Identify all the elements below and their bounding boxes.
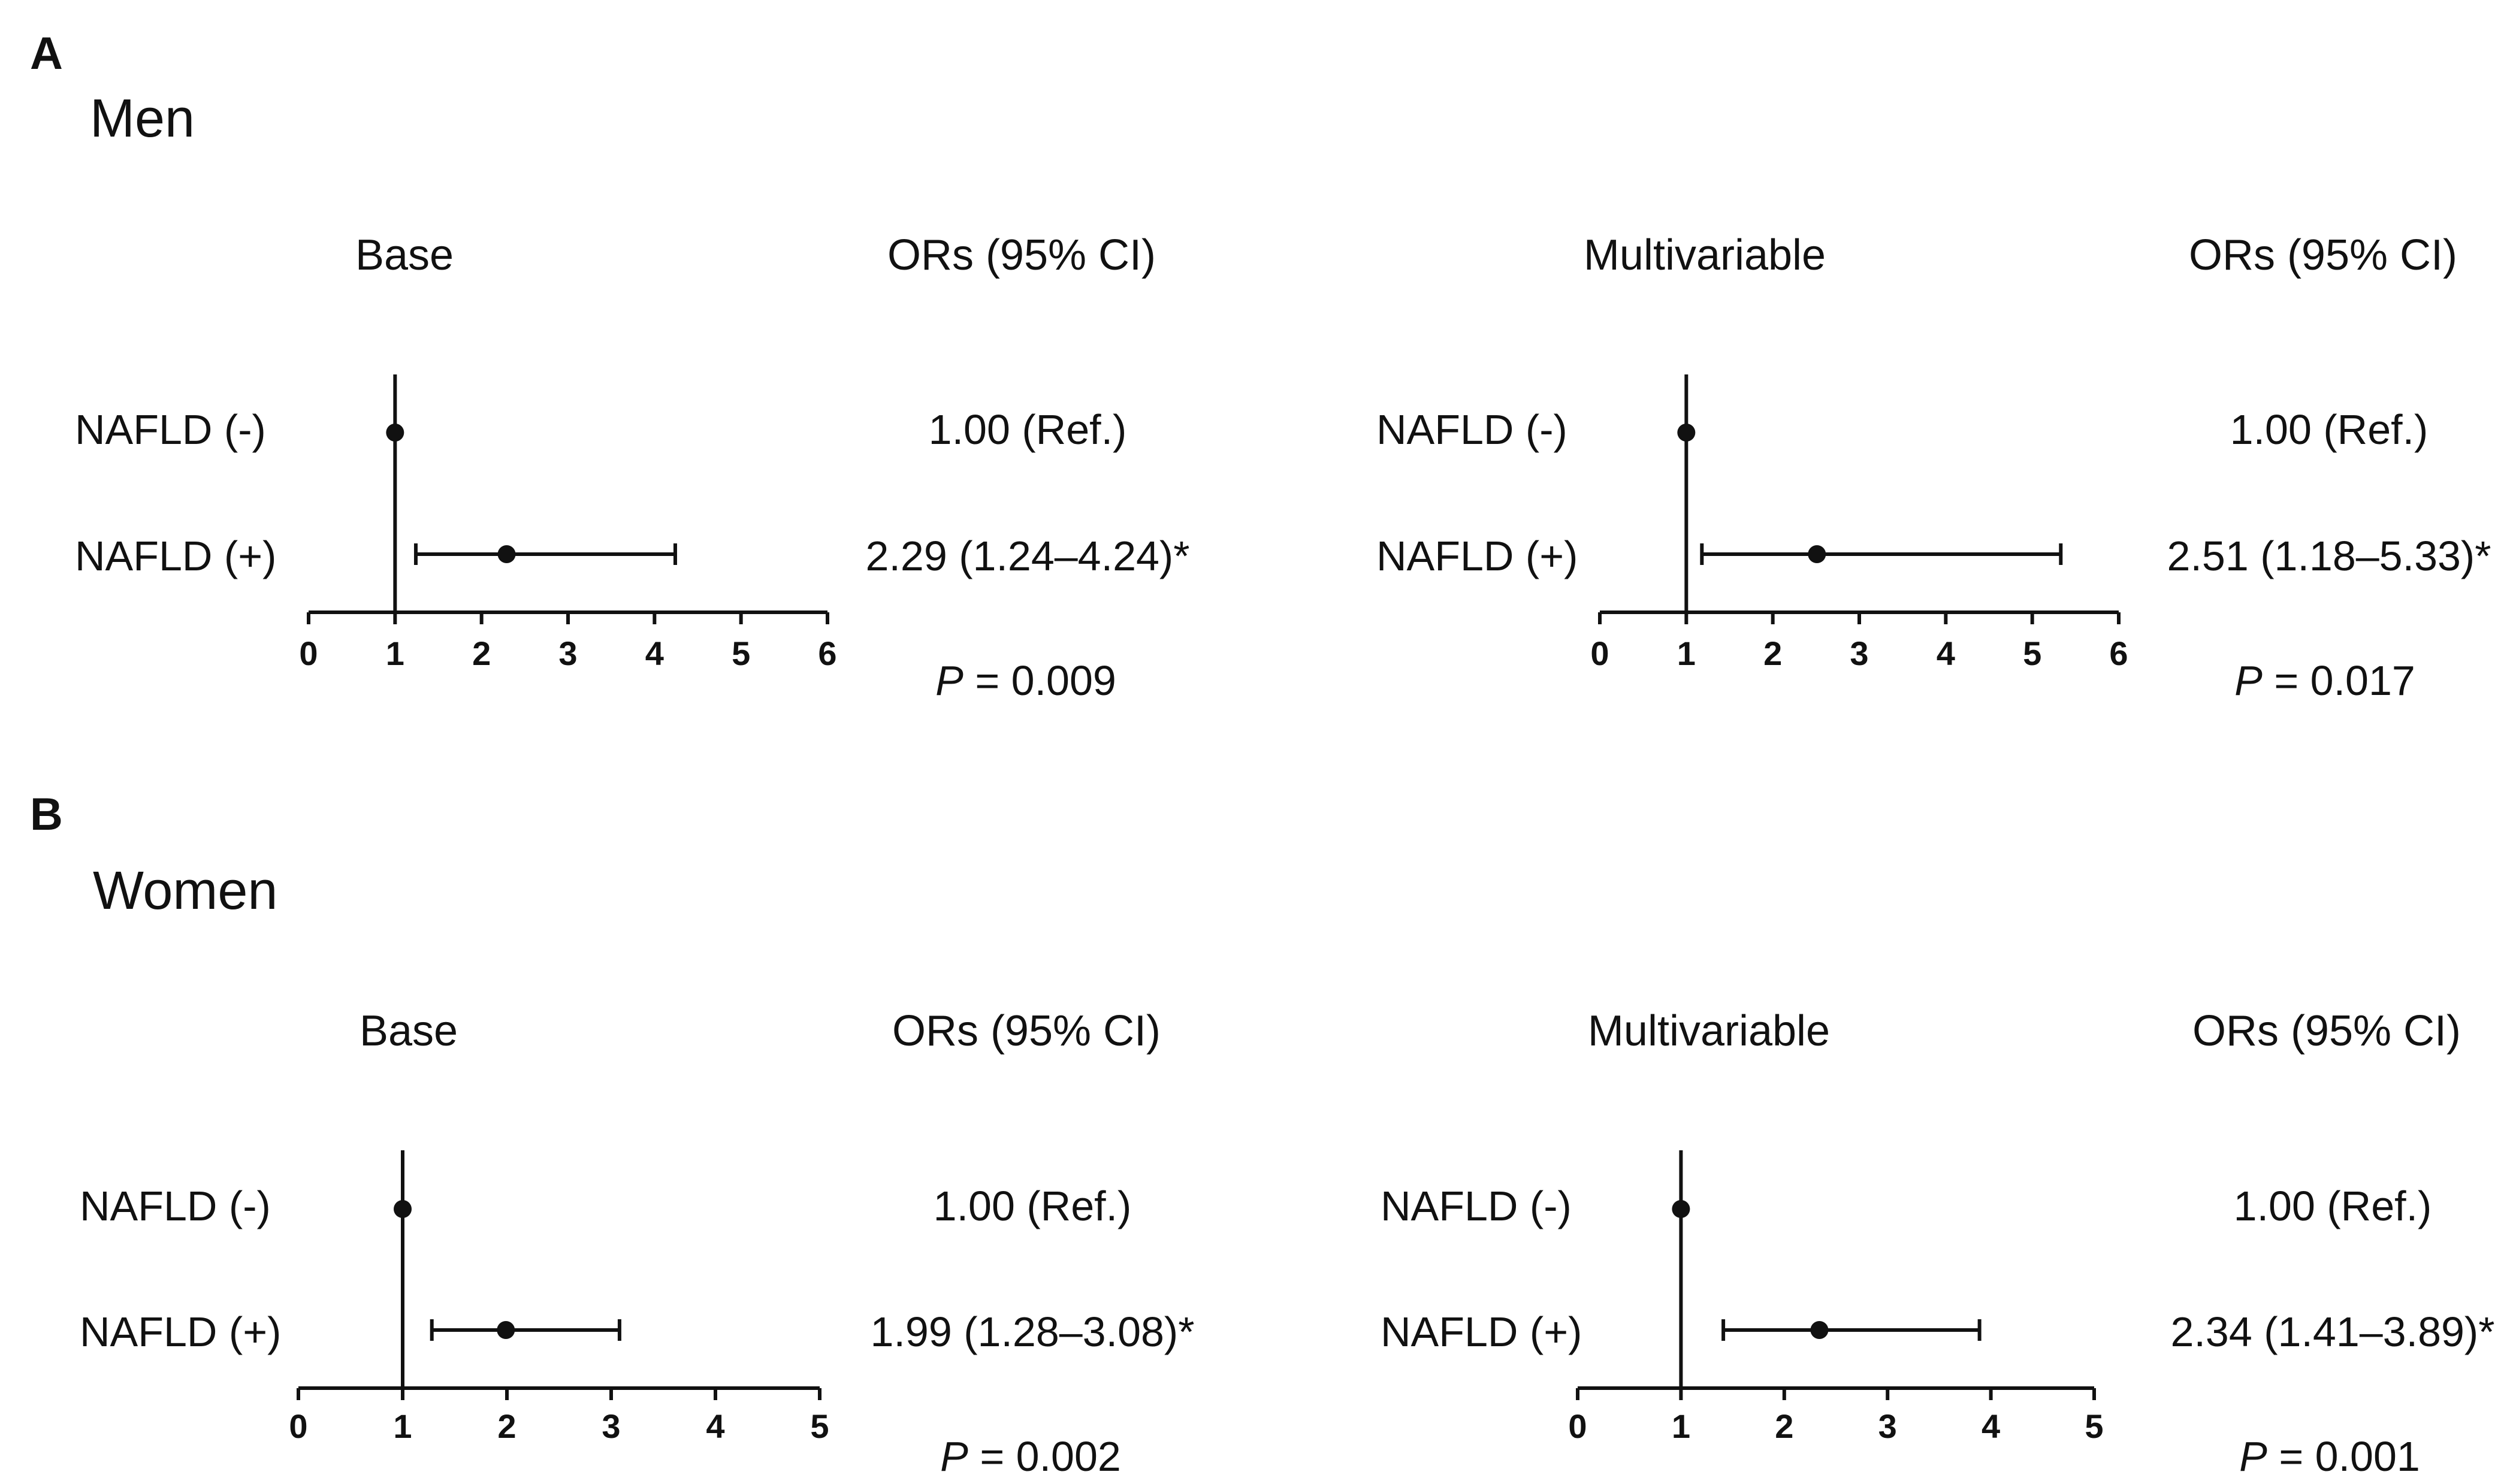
model-header: Base <box>355 231 454 279</box>
x-tick-label: 6 <box>2109 634 2128 672</box>
model-header: Multivariable <box>1588 1007 1830 1055</box>
or-column-header: ORs (95% CI) <box>2192 1007 2461 1055</box>
p-value: P = 0.009 <box>935 657 1116 704</box>
x-tick-label: 0 <box>1568 1407 1587 1445</box>
or-point <box>497 1321 515 1339</box>
or-point <box>497 545 516 563</box>
or-value-nafld-neg: 1.00 (Ref.) <box>2234 1183 2432 1229</box>
model-header: Base <box>360 1007 458 1055</box>
x-tick-label: 6 <box>818 634 836 672</box>
forest-plot-area: 0 1 2 3 4 5 <box>289 1150 829 1445</box>
x-tick-label: 2 <box>497 1407 516 1445</box>
panel-b: B Women Base ORs (95% CI) NAFLD (-) NAFL… <box>30 789 2494 1480</box>
or-value-nafld-neg: 1.00 (Ref.) <box>934 1183 1132 1229</box>
row-label-nafld-pos: NAFLD (+) <box>80 1308 281 1355</box>
or-point <box>1677 424 1696 442</box>
row-label-nafld-pos: NAFLD (+) <box>1381 1308 1582 1355</box>
model-header: Multivariable <box>1584 231 1826 279</box>
forest-plot-area: 0 1 2 3 4 5 6 <box>299 374 837 672</box>
panel-title-women: Women <box>93 861 277 921</box>
p-value: P = 0.017 <box>2234 657 2415 704</box>
or-value-nafld-neg: 1.00 (Ref.) <box>2230 406 2429 453</box>
x-tick-label: 5 <box>732 634 750 672</box>
panel-title-men: Men <box>90 89 195 149</box>
x-tick-label: 2 <box>1775 1407 1793 1445</box>
forest-plot-area: 0 1 2 3 4 5 6 <box>1590 374 2128 672</box>
row-label-nafld-pos: NAFLD (+) <box>75 533 276 579</box>
x-tick-label: 0 <box>289 1407 307 1445</box>
x-tick-label: 3 <box>602 1407 620 1445</box>
or-value-nafld-pos: 2.29 (1.24–4.24)* <box>866 533 1190 579</box>
or-value-nafld-neg: 1.00 (Ref.) <box>929 406 1127 453</box>
panel-a: A Men Base ORs (95% CI) NAFLD (-) NAFLD … <box>30 28 2491 704</box>
panel-letter-b: B <box>30 789 63 840</box>
or-column-header: ORs (95% CI) <box>892 1007 1161 1055</box>
p-value: P = 0.002 <box>940 1433 1121 1480</box>
x-tick-label: 4 <box>1937 634 1955 672</box>
or-point <box>1808 545 1826 563</box>
plot-women-multivariable: Multivariable ORs (95% CI) NAFLD (-) NAF… <box>1381 1007 2494 1480</box>
x-tick-label: 3 <box>1878 1407 1897 1445</box>
row-label-nafld-neg: NAFLD (-) <box>80 1183 271 1229</box>
x-tick-label: 1 <box>393 1407 412 1445</box>
plot-women-base: Base ORs (95% CI) NAFLD (-) NAFLD (+) 1.… <box>80 1007 1194 1480</box>
x-tick-label: 1 <box>386 634 404 672</box>
x-tick-label: 2 <box>1763 634 1782 672</box>
plot-men-base: Base ORs (95% CI) NAFLD (-) NAFLD (+) 1.… <box>75 231 1189 704</box>
x-tick-label: 2 <box>472 634 491 672</box>
panel-letter-a: A <box>30 28 63 79</box>
or-value-nafld-pos: 1.99 (1.28–3.08)* <box>871 1308 1195 1355</box>
plot-men-multivariable: Multivariable ORs (95% CI) NAFLD (-) NAF… <box>1376 231 2491 704</box>
row-label-nafld-neg: NAFLD (-) <box>75 406 266 453</box>
x-tick-label: 0 <box>1590 634 1609 672</box>
x-tick-label: 1 <box>1672 1407 1690 1445</box>
or-point <box>386 424 404 442</box>
x-tick-label: 5 <box>2085 1407 2103 1445</box>
or-point <box>394 1200 412 1218</box>
forest-plot-area: 0 1 2 3 4 5 <box>1568 1150 2104 1445</box>
or-point <box>1672 1200 1690 1218</box>
row-label-nafld-pos: NAFLD (+) <box>1376 533 1578 579</box>
or-column-header: ORs (95% CI) <box>2189 231 2457 279</box>
or-value-nafld-pos: 2.34 (1.41–3.89)* <box>2171 1308 2495 1355</box>
x-tick-label: 1 <box>1677 634 1696 672</box>
row-label-nafld-neg: NAFLD (-) <box>1376 406 1567 453</box>
p-value: P = 0.001 <box>2239 1433 2420 1480</box>
or-column-header: ORs (95% CI) <box>887 231 1156 279</box>
x-tick-label: 0 <box>299 634 318 672</box>
or-value-nafld-pos: 2.51 (1.18–5.33)* <box>2167 533 2491 579</box>
x-tick-label: 3 <box>558 634 577 672</box>
x-tick-label: 4 <box>706 1407 724 1445</box>
or-point <box>1810 1321 1829 1339</box>
x-tick-label: 4 <box>645 634 664 672</box>
x-tick-label: 5 <box>810 1407 829 1445</box>
x-tick-label: 5 <box>2023 634 2041 672</box>
row-label-nafld-neg: NAFLD (-) <box>1381 1183 1572 1229</box>
x-tick-label: 3 <box>1850 634 1868 672</box>
x-tick-label: 4 <box>1982 1407 2000 1445</box>
